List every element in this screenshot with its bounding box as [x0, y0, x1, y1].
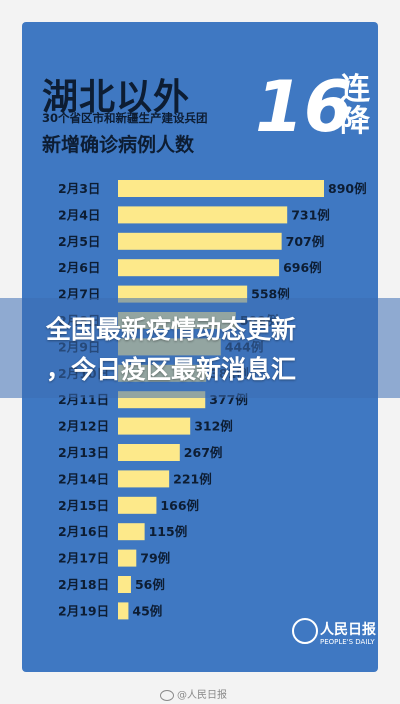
value-label: 45例	[132, 603, 162, 618]
bar	[118, 602, 129, 620]
poster-subtitle: 30个省区市和新疆生产建设兵团	[42, 111, 208, 125]
watermark-text: @人民日报	[177, 690, 227, 701]
category-label: 2月5日	[58, 234, 100, 249]
value-label: 731例	[291, 207, 330, 222]
category-label: 2月17日	[58, 551, 109, 566]
category-label: 2月19日	[58, 603, 109, 618]
overlay-headline-1: 全国最新疫情动态更新	[46, 315, 297, 344]
bar	[118, 523, 145, 541]
bar	[118, 417, 191, 435]
bar	[118, 206, 288, 224]
category-label: 2月6日	[58, 260, 100, 275]
category-label: 2月16日	[58, 524, 109, 539]
value-label: 312例	[194, 419, 233, 434]
category-label: 2月7日	[58, 287, 100, 302]
category-label: 2月14日	[58, 471, 109, 486]
bar	[118, 232, 282, 250]
bar	[118, 576, 131, 593]
category-label: 2月13日	[58, 445, 109, 460]
overlay-headline-2: ，今日疫区最新消息汇	[46, 355, 297, 384]
bar	[118, 180, 324, 197]
poster-title: 湖北以外	[42, 77, 191, 118]
value-label: 115例	[149, 524, 188, 539]
value-label: 890例	[328, 181, 367, 196]
value-label: 707例	[286, 234, 325, 249]
value-label: 696例	[283, 260, 322, 275]
category-label: 2月15日	[58, 498, 109, 513]
bar	[118, 444, 180, 461]
weibo-icon	[160, 689, 174, 701]
logo-english: PEOPLE'S DAILY	[320, 638, 375, 646]
logo-name: 人民日报	[320, 622, 376, 638]
bar	[118, 549, 137, 567]
value-label: 79例	[140, 551, 170, 566]
category-label: 2月12日	[58, 419, 109, 434]
overlay-banner	[0, 298, 400, 398]
logo-mark-icon	[292, 618, 318, 644]
category-label: 2月4日	[58, 207, 100, 222]
value-label: 166例	[160, 498, 199, 513]
value-label: 221例	[173, 471, 212, 486]
category-label: 2月3日	[58, 181, 100, 196]
value-label: 56例	[135, 577, 165, 592]
value-label: 558例	[251, 287, 290, 302]
poster-subtitle-2: 新增确诊病例人数	[42, 134, 195, 156]
value-label: 267例	[184, 445, 223, 460]
bar	[118, 496, 157, 514]
watermark: @人民日报	[160, 686, 227, 701]
bar	[118, 470, 170, 488]
bar	[118, 259, 280, 277]
big-number: 16	[255, 66, 353, 148]
category-label: 2月18日	[58, 577, 109, 592]
big-number-suffix: 连降	[340, 72, 370, 139]
